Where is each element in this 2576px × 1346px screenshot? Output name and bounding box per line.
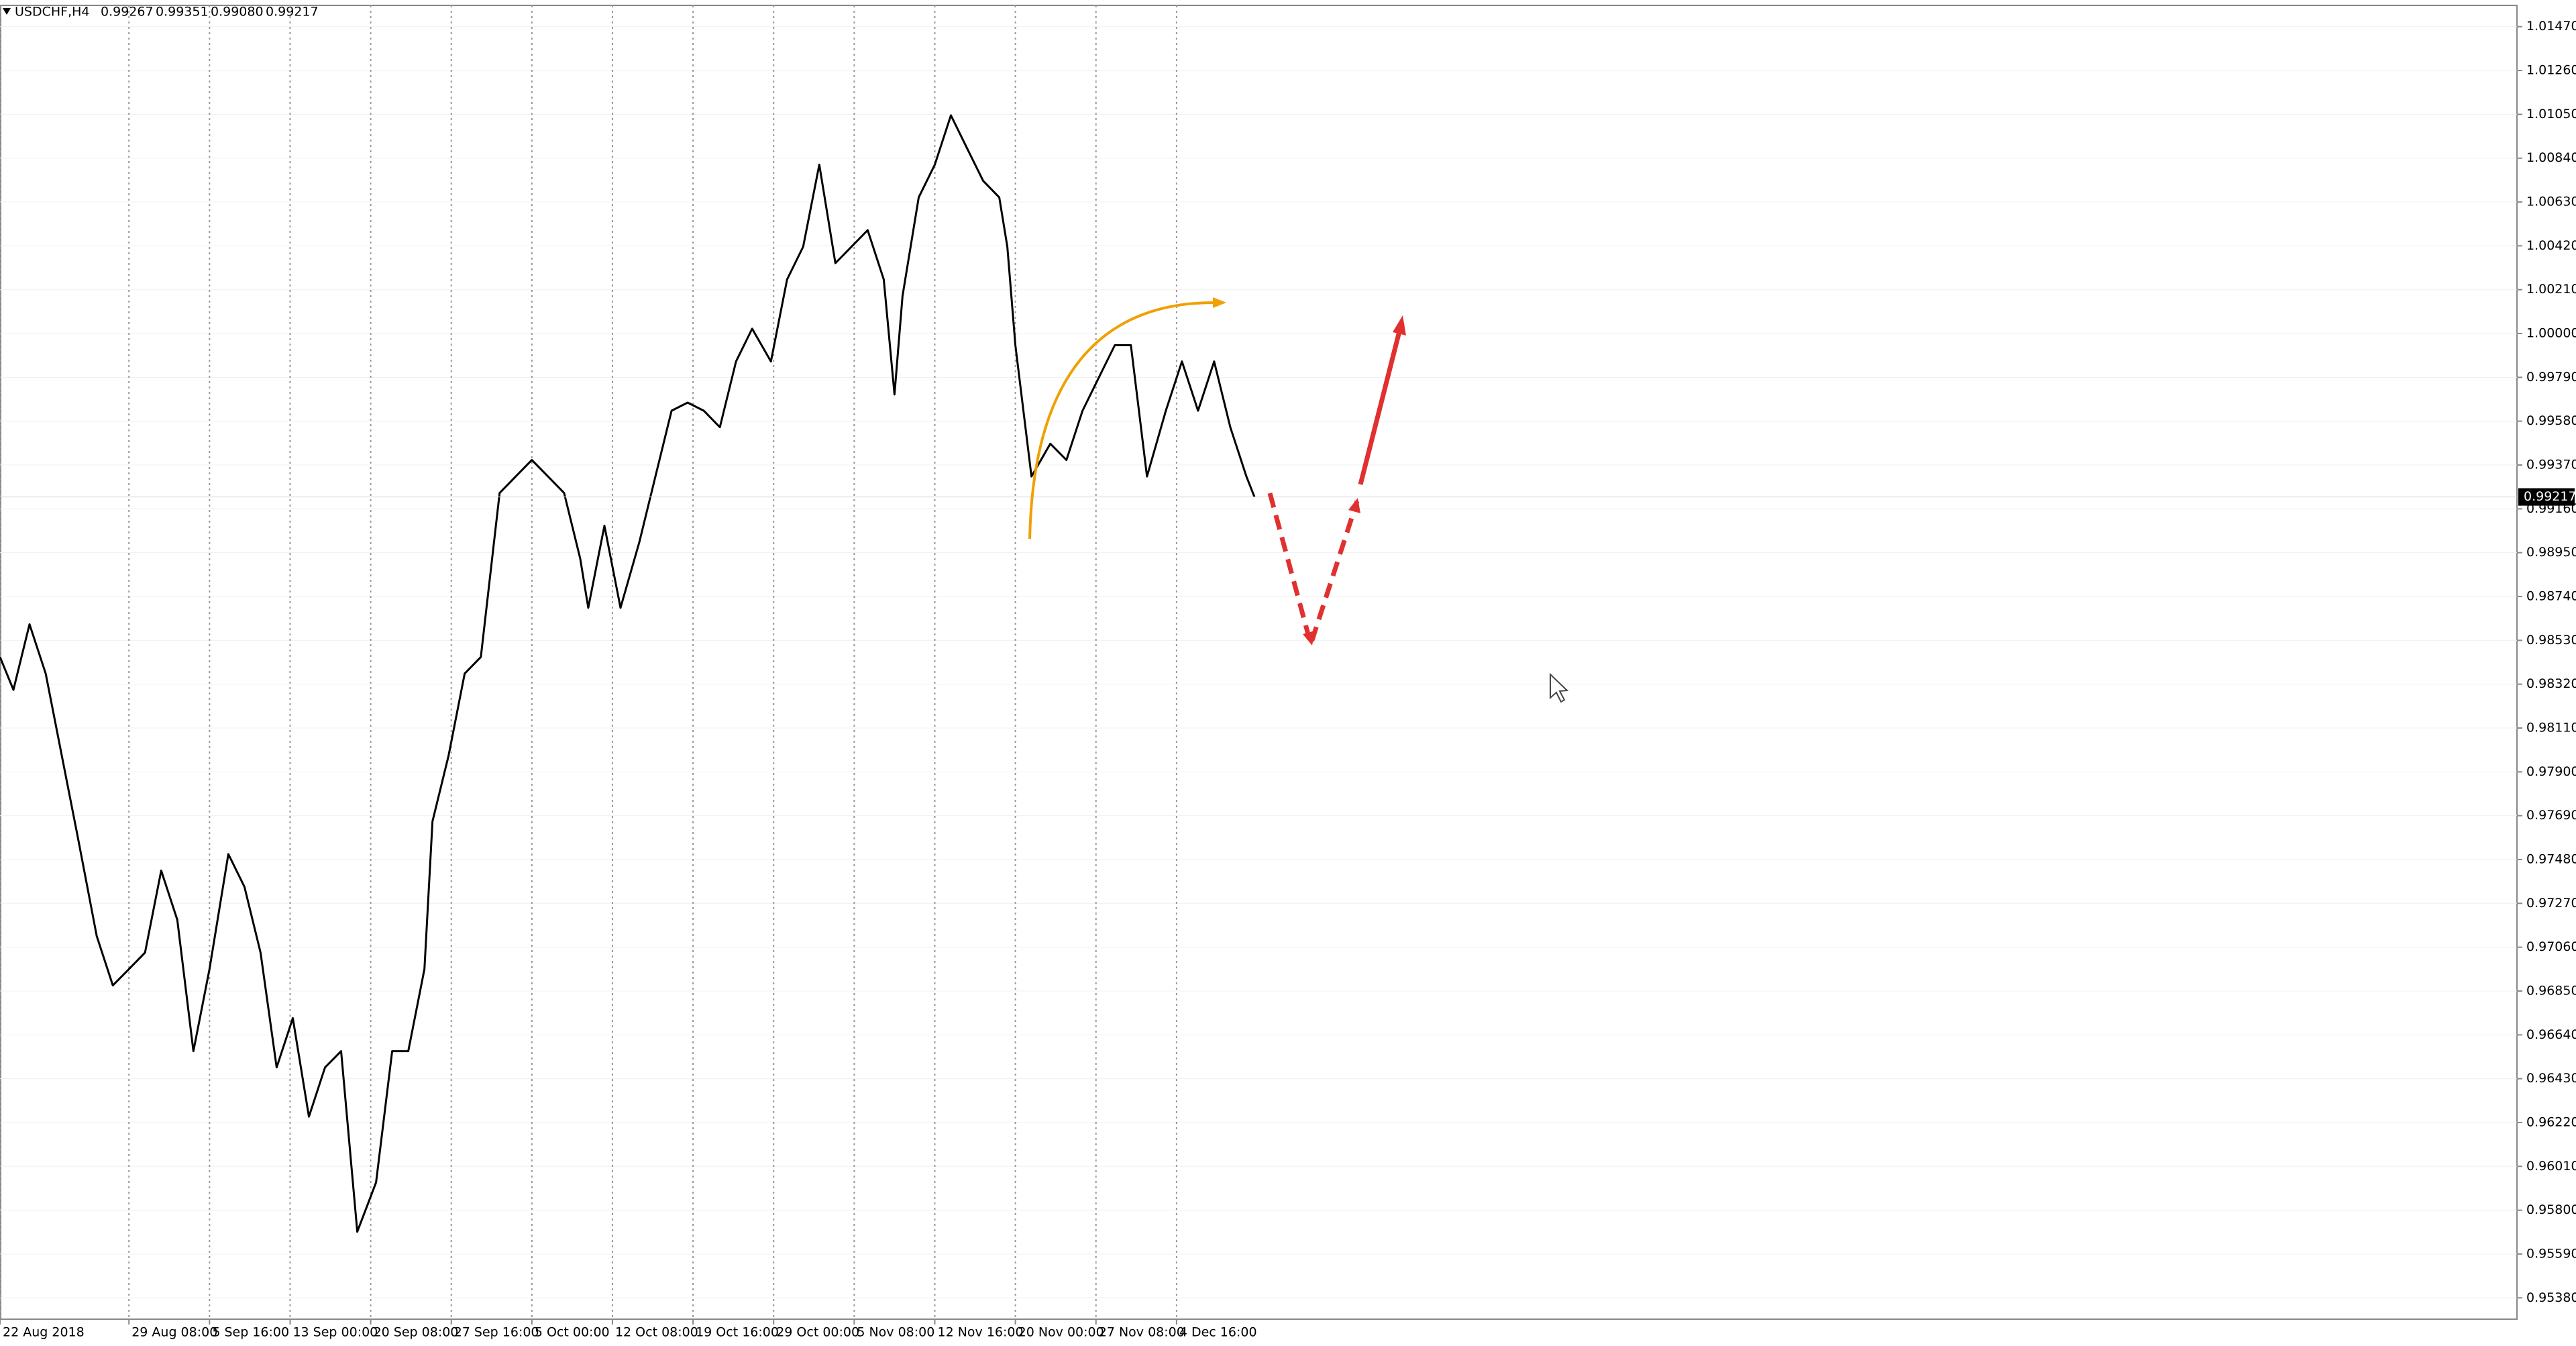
grid: [0, 5, 2517, 1319]
y-tick-label: 0.99580: [2526, 413, 2576, 428]
y-tick-label: 0.96850: [2526, 983, 2576, 998]
x-tick-label: 19 Oct 16:00: [696, 1325, 779, 1340]
ohlc-value: 0.99267: [101, 5, 154, 19]
y-tick-label: 1.01050: [2526, 107, 2576, 121]
x-tick-label: 13 Sep 00:00: [292, 1325, 378, 1340]
x-tick-label: 4 Dec 16:00: [1179, 1325, 1257, 1340]
y-tick-label: 1.00630: [2526, 195, 2576, 209]
x-tick-label: 5 Sep 16:00: [212, 1325, 289, 1340]
y-tick-label: 0.95800: [2526, 1202, 2576, 1217]
y-tick-label: 1.00210: [2526, 282, 2576, 297]
last-price-box: [2518, 488, 2575, 506]
ohlc-value: 0.99080: [211, 5, 264, 19]
y-tick-label: 0.97060: [2526, 939, 2576, 954]
x-tick-label: 29 Aug 08:00: [131, 1325, 217, 1340]
symbol: USDCHF,H4: [15, 5, 90, 19]
price-line: [0, 114, 1256, 1233]
arc-annotation: [1028, 301, 1215, 539]
y-tick-label: 0.99790: [2526, 370, 2576, 384]
x-tick-label: 27 Sep 16:00: [454, 1325, 539, 1340]
x-tick-label: 5 Nov 08:00: [857, 1325, 934, 1340]
cursor: [1550, 672, 1569, 703]
x-tick-label: 29 Oct 00:00: [776, 1325, 859, 1340]
x-tick-label: 22 Aug 2018: [3, 1325, 85, 1340]
x-tick-label: 20 Sep 08:00: [374, 1325, 459, 1340]
y-tick-label: 1.01260: [2526, 63, 2576, 78]
x-tick-label: 12 Oct 08:00: [615, 1325, 698, 1340]
y-tick-label: 0.97480: [2526, 851, 2576, 866]
x-tick-label: 27 Nov 08:00: [1099, 1325, 1185, 1340]
y-tick-label: 0.96640: [2526, 1027, 2576, 1042]
y-tick-label: 1.00000: [2526, 326, 2576, 341]
ohlc-value: 0.99217: [266, 5, 319, 19]
y-tick-label: 0.97270: [2526, 896, 2576, 911]
arrow-head: [1213, 297, 1226, 308]
arrow-head: [1393, 315, 1406, 335]
y-tick-label: 0.98950: [2526, 545, 2576, 560]
x-tick-label: 20 Nov 00:00: [1018, 1325, 1104, 1340]
y-tick-label: 1.00840: [2526, 150, 2576, 165]
y-tick-label: 0.97900: [2526, 764, 2576, 779]
y-tick-label: 0.96010: [2526, 1159, 2576, 1174]
x-tick-label: 5 Oct 00:00: [535, 1325, 610, 1340]
x-tick-label: 12 Nov 16:00: [937, 1325, 1023, 1340]
y-tick-label: 0.95380: [2526, 1290, 2576, 1305]
trend-arrow: [1358, 328, 1403, 485]
y-tick-label: 0.99370: [2526, 458, 2576, 472]
marks: [0, 114, 2517, 1233]
y-tick-label: 0.98530: [2526, 633, 2576, 648]
y-tick-label: 1.00420: [2526, 238, 2576, 253]
y-tick-label: 0.95590: [2526, 1246, 2576, 1261]
ohlc-value: 0.99351: [156, 5, 209, 19]
y-tick-label: 0.96220: [2526, 1115, 2576, 1129]
dashed-arrow: [1267, 493, 1360, 653]
collapse-icon: [3, 8, 11, 15]
y-tick-label: 0.97690: [2526, 808, 2576, 823]
arrow-head: [1348, 498, 1360, 513]
y-tick-label: 1.01470: [2526, 19, 2576, 34]
y-tick-label: 0.98110: [2526, 720, 2576, 735]
arrow-head: [1303, 631, 1315, 645]
y-tick-label: 0.98320: [2526, 676, 2576, 691]
y-tick-label: 0.98740: [2526, 589, 2576, 604]
y-tick-label: 0.96430: [2526, 1071, 2576, 1086]
last-price-label: 0.99217: [2524, 489, 2576, 504]
